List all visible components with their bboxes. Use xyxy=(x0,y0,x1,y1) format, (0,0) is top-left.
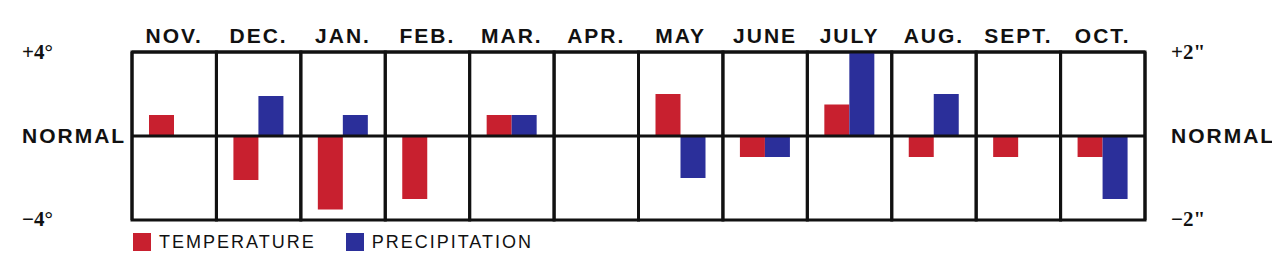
html-text:TEMPERATURE: TEMPERATURE xyxy=(159,231,316,252)
svg-text:MAR.: MAR. xyxy=(481,24,543,47)
svg-text:NOV.: NOV. xyxy=(145,24,202,47)
html-text:PRECIPITATION: PRECIPITATION xyxy=(371,231,533,252)
svg-text:−2": −2" xyxy=(1171,207,1205,228)
svg-text:FEB.: FEB. xyxy=(400,24,456,47)
svg-text:OCT.: OCT. xyxy=(1075,24,1131,47)
svg-text:NORMAL: NORMAL xyxy=(22,124,126,147)
svg-text:APR.: APR. xyxy=(567,24,625,47)
svg-text:JAN.: JAN. xyxy=(315,24,371,47)
svg-text:DEC.: DEC. xyxy=(230,24,288,47)
svg-text:AUG.: AUG. xyxy=(904,24,965,47)
svg-text:+2": +2" xyxy=(1171,40,1205,64)
svg-text:JUNE: JUNE xyxy=(733,24,797,47)
svg-text:−4°: −4° xyxy=(22,207,53,228)
svg-text:MAY: MAY xyxy=(655,24,706,47)
svg-text:JULY: JULY xyxy=(820,24,880,47)
svg-text:NORMAL: NORMAL xyxy=(1171,124,1272,147)
svg-text:+4°: +4° xyxy=(22,40,53,64)
svg-text:SEPT.: SEPT. xyxy=(984,24,1052,47)
